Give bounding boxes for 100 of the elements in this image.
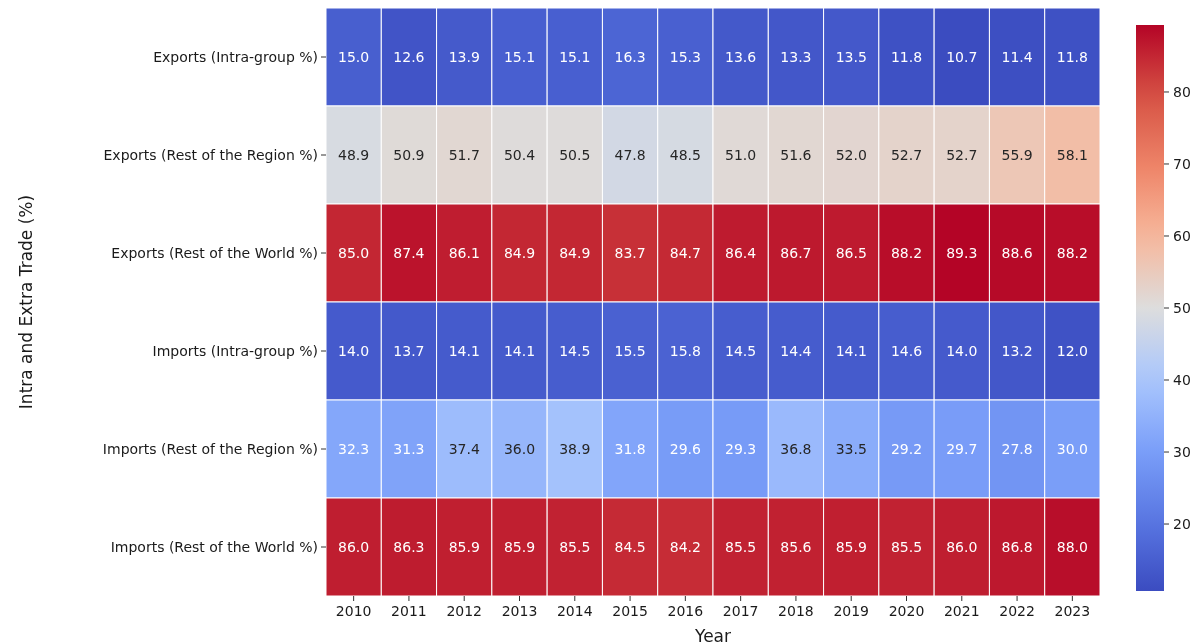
data-label: 83.7 bbox=[614, 244, 646, 261]
data-label: 52.7 bbox=[946, 146, 978, 163]
data-label: 48.9 bbox=[338, 146, 370, 163]
data-label: 86.8 bbox=[1001, 538, 1033, 555]
x-tick-label: 2010 bbox=[335, 603, 372, 619]
data-label: 86.1 bbox=[448, 244, 480, 261]
data-label: 52.7 bbox=[890, 146, 923, 163]
data-label: 88.2 bbox=[890, 244, 923, 261]
x-tick-label: 2015 bbox=[612, 603, 648, 619]
data-label: 47.8 bbox=[614, 146, 646, 163]
y-tick-label: Imports (Rest of the World %) bbox=[110, 538, 318, 555]
data-label: 15.1 bbox=[559, 48, 591, 65]
x-tick-label: 2013 bbox=[501, 603, 538, 619]
x-axis-title: Year bbox=[694, 626, 731, 644]
data-label: 85.5 bbox=[725, 538, 757, 555]
data-label: 14.1 bbox=[503, 342, 536, 359]
color-bar-label: 40 bbox=[1173, 371, 1191, 388]
x-tick-label: 2022 bbox=[999, 603, 1035, 619]
data-label: 13.6 bbox=[725, 48, 757, 65]
data-label: 14.5 bbox=[559, 342, 591, 359]
x-tick-label: 2017 bbox=[722, 603, 759, 619]
data-label: 31.8 bbox=[614, 440, 646, 457]
data-label: 84.7 bbox=[669, 244, 701, 261]
data-label: 85.5 bbox=[559, 538, 591, 555]
data-label: 86.0 bbox=[338, 538, 370, 555]
data-label: 50.4 bbox=[503, 146, 536, 163]
data-label: 29.3 bbox=[725, 440, 757, 457]
data-label: 14.5 bbox=[725, 342, 757, 359]
data-label: 16.3 bbox=[614, 48, 646, 65]
data-label: 50.9 bbox=[393, 146, 425, 163]
data-label: 51.0 bbox=[725, 146, 757, 163]
x-tick-label: 2020 bbox=[888, 603, 925, 619]
data-label: 84.9 bbox=[503, 244, 536, 261]
x-tick-label: 2019 bbox=[833, 603, 870, 619]
y-tick-label: Exports (Intra-group %) bbox=[153, 48, 318, 65]
x-tick-label: 2014 bbox=[556, 603, 593, 619]
y-axis-title: Intra and Extra Trade (%) bbox=[16, 194, 36, 410]
data-label: 14.6 bbox=[890, 342, 923, 359]
data-label: 14.1 bbox=[448, 342, 480, 359]
data-label: 14.0 bbox=[338, 342, 370, 359]
x-tick-label: 2016 bbox=[667, 603, 704, 619]
data-label: 55.9 bbox=[1001, 146, 1033, 163]
data-label: 51.6 bbox=[780, 146, 812, 163]
x-tick-label: 2023 bbox=[1054, 603, 1091, 619]
color-bar-label: 30 bbox=[1173, 443, 1191, 460]
color-bar-label: 70 bbox=[1173, 155, 1191, 172]
data-label: 14.0 bbox=[946, 342, 978, 359]
data-label: 85.9 bbox=[503, 538, 536, 555]
data-label: 14.1 bbox=[835, 342, 867, 359]
data-label: 30.0 bbox=[1056, 440, 1088, 457]
x-tick-label: 2011 bbox=[391, 603, 427, 619]
data-label: 11.8 bbox=[890, 48, 923, 65]
data-label: 36.0 bbox=[503, 440, 536, 457]
data-label: 13.7 bbox=[393, 342, 425, 359]
color-bar-label: 20 bbox=[1173, 515, 1191, 532]
color-bar-label: 50 bbox=[1173, 299, 1191, 316]
data-label: 86.3 bbox=[393, 538, 425, 555]
data-label: 58.1 bbox=[1056, 146, 1088, 163]
data-label: 48.5 bbox=[669, 146, 701, 163]
data-label: 15.8 bbox=[669, 342, 701, 359]
data-label: 50.5 bbox=[559, 146, 591, 163]
data-label: 87.4 bbox=[393, 244, 425, 261]
color-bar-label: 60 bbox=[1173, 227, 1191, 244]
data-label: 84.5 bbox=[614, 538, 646, 555]
y-tick-label: Imports (Rest of the Region %) bbox=[102, 440, 318, 457]
data-label: 85.6 bbox=[780, 538, 812, 555]
data-label: 86.0 bbox=[946, 538, 978, 555]
data-label: 13.3 bbox=[780, 48, 812, 65]
data-label: 14.4 bbox=[780, 342, 812, 359]
y-tick-label: Exports (Rest of the Region %) bbox=[103, 146, 318, 163]
x-tick-label: 2021 bbox=[943, 603, 980, 619]
data-label: 88.2 bbox=[1056, 244, 1088, 261]
data-label: 27.8 bbox=[1001, 440, 1033, 457]
y-tick-label: Imports (Intra-group %) bbox=[152, 342, 318, 359]
data-label: 13.5 bbox=[835, 48, 867, 65]
x-tick-label: 2012 bbox=[446, 603, 483, 619]
data-label: 12.6 bbox=[393, 48, 425, 65]
data-label: 86.7 bbox=[780, 244, 812, 261]
data-label: 32.3 bbox=[338, 440, 370, 457]
data-label: 86.5 bbox=[835, 244, 867, 261]
data-label: 15.3 bbox=[669, 48, 701, 65]
data-label: 11.8 bbox=[1056, 48, 1088, 65]
data-label: 38.9 bbox=[559, 440, 591, 457]
data-label: 11.4 bbox=[1001, 48, 1033, 65]
data-label: 85.9 bbox=[835, 538, 867, 555]
data-label: 89.3 bbox=[946, 244, 978, 261]
data-label: 29.7 bbox=[946, 440, 978, 457]
data-label: 29.6 bbox=[669, 440, 702, 457]
data-label: 88.0 bbox=[1056, 538, 1088, 555]
data-label: 37.4 bbox=[448, 440, 480, 457]
data-label: 88.6 bbox=[1001, 244, 1033, 261]
data-label: 85.0 bbox=[338, 244, 370, 261]
data-label: 36.8 bbox=[780, 440, 812, 457]
data-label: 10.7 bbox=[946, 48, 978, 65]
data-label: 15.1 bbox=[503, 48, 536, 65]
data-label: 52.0 bbox=[835, 146, 867, 163]
data-label: 33.5 bbox=[835, 440, 867, 457]
data-label: 85.5 bbox=[890, 538, 923, 555]
data-label: 15.5 bbox=[614, 342, 646, 359]
data-label: 13.2 bbox=[1001, 342, 1033, 359]
